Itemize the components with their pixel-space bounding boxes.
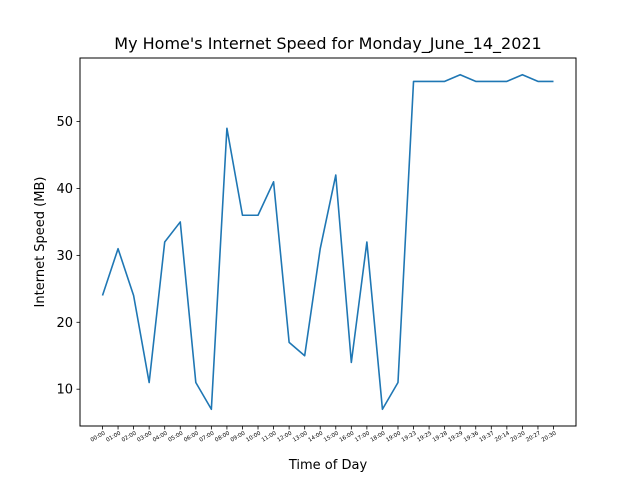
x-tick-label: 01:00 bbox=[105, 430, 122, 443]
x-tick-label: 19:36 bbox=[463, 430, 480, 443]
x-tick-label: 02:00 bbox=[121, 430, 138, 443]
x-tick-label: 20:14 bbox=[494, 430, 511, 443]
series-layer bbox=[101, 73, 554, 411]
y-tick-label: 50 bbox=[56, 115, 73, 130]
y-tick-label: 10 bbox=[56, 383, 73, 398]
y-tick-label: 20 bbox=[56, 316, 73, 331]
x-tick-label: 17:00 bbox=[354, 430, 371, 443]
x-tick-label: 09:00 bbox=[230, 430, 247, 443]
x-tick-label: 07:00 bbox=[199, 430, 216, 443]
y-axis-label: Internet Speed (MB) bbox=[33, 177, 48, 308]
plot-frame bbox=[79, 57, 577, 427]
x-tick-label: 15:00 bbox=[323, 430, 340, 443]
x-tick-label: 18:00 bbox=[370, 430, 387, 443]
x-tick-label: 16:00 bbox=[339, 430, 356, 443]
x-tick-label: 10:00 bbox=[245, 430, 262, 443]
x-tick-label: 06:00 bbox=[183, 430, 200, 443]
x-tick-label: 19:28 bbox=[432, 430, 449, 443]
x-tick-label: 00:00 bbox=[90, 430, 107, 443]
x-tick-label: 19:25 bbox=[416, 430, 433, 443]
y-tick-label: 40 bbox=[56, 182, 73, 197]
x-tick-label: 08:00 bbox=[214, 430, 231, 443]
x-tick-label: 20:30 bbox=[541, 430, 558, 443]
x-tick-label: 20:20 bbox=[510, 430, 527, 443]
x-tick-label: 04:00 bbox=[152, 430, 169, 443]
chart-title: My Home's Internet Speed for Monday_June… bbox=[114, 34, 541, 54]
x-tick-label: 13:00 bbox=[292, 430, 309, 443]
x-tick-label: 12:00 bbox=[276, 430, 293, 443]
x-tick-label: 11:00 bbox=[261, 430, 278, 443]
x-tick-label: 19:00 bbox=[385, 430, 402, 443]
x-tick-label: 05:00 bbox=[168, 430, 185, 443]
x-tick-label: 03:00 bbox=[136, 430, 153, 443]
x-tick-label: 19:29 bbox=[447, 430, 464, 443]
y-tick-label: 30 bbox=[56, 249, 73, 264]
y-axis: 10 20 30 40 50 bbox=[56, 115, 80, 398]
x-tick-label: 14:00 bbox=[307, 430, 324, 443]
x-tick-label: 19:23 bbox=[401, 430, 418, 443]
x-tick-label: 19:37 bbox=[479, 430, 496, 443]
series-line bbox=[101, 73, 554, 411]
x-tick-label: 20:27 bbox=[525, 430, 542, 443]
x-axis-label: Time of Day bbox=[288, 458, 368, 473]
x-axis: 00:0001:0002:0003:0004:0005:0006:0007:00… bbox=[90, 426, 558, 444]
